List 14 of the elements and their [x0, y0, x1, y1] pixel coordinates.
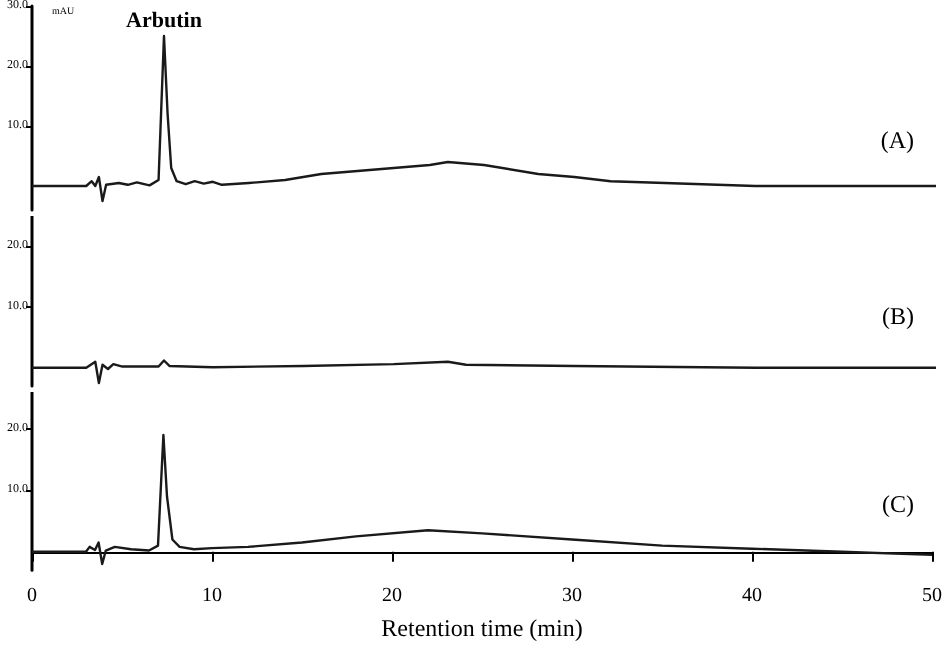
x-tick-label: 40	[742, 585, 762, 608]
annotation: Arbutin	[126, 9, 202, 33]
x-tick-label: 10	[202, 585, 222, 608]
x-tick-label: 20	[382, 585, 402, 608]
text: (C)	[882, 490, 915, 518]
line-series	[30, 359, 938, 385]
x-tick-label: 30	[562, 585, 582, 608]
line-series	[30, 433, 934, 566]
text: (A)	[880, 126, 915, 154]
x-tick-label: 50	[922, 585, 942, 608]
line-series	[30, 34, 938, 203]
text: (B)	[882, 302, 915, 330]
x-axis-title: Retention time (min)	[381, 614, 583, 642]
x-tick-label: 0	[27, 585, 37, 608]
